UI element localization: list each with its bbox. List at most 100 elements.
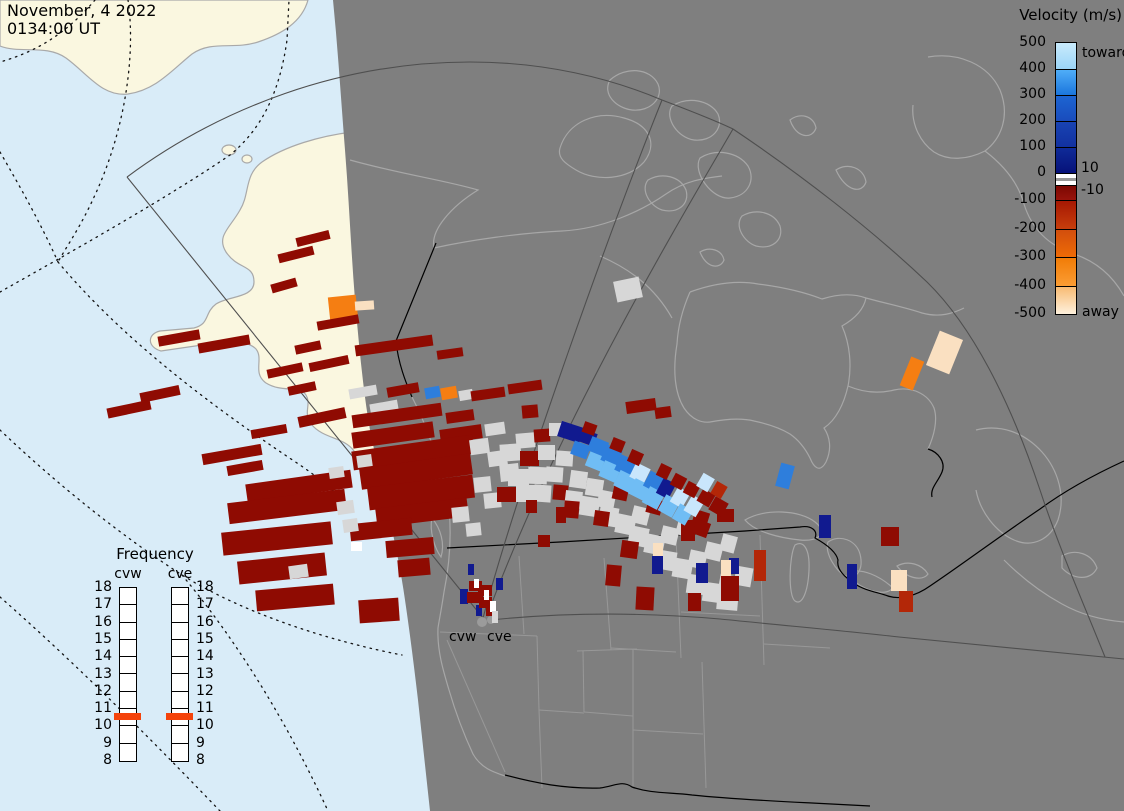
- data-cell: [277, 245, 315, 264]
- data-cell: [297, 407, 347, 428]
- timestamp: November, 4 2022 0134:00 UT: [7, 2, 156, 38]
- night-terminator-region: [333, 0, 1124, 811]
- velocity-tick: 300: [1019, 86, 1046, 102]
- frequency-scale-cell: [120, 692, 136, 710]
- frequency-scale-cve: [171, 587, 189, 762]
- data-cell: [545, 466, 564, 483]
- data-cell: [538, 535, 550, 547]
- data-cell: [473, 476, 492, 493]
- baffin-greenland-coast: [927, 55, 1124, 297]
- velocity-colorbar-segment: [1056, 147, 1076, 173]
- data-cell: [349, 517, 413, 542]
- arctic-island: [607, 70, 660, 111]
- velocity-toward-label: toward: [1082, 45, 1124, 61]
- frequency-ticks-right: 18 17 16 15 14 13 12 11 10 9 8: [196, 580, 226, 767]
- velocity-colorbar-segment: [1056, 95, 1076, 121]
- data-cell: [139, 384, 181, 404]
- map-label-cvw: cvw: [449, 629, 477, 645]
- data-cell: [652, 556, 663, 574]
- data-cell: [598, 460, 622, 483]
- data-cell: [397, 557, 431, 578]
- data-cell: [520, 451, 539, 466]
- data-cell: [613, 276, 643, 303]
- velocity-tick: -100: [1014, 191, 1046, 207]
- velocity-tick: -400: [1014, 276, 1046, 293]
- data-cell: [581, 421, 598, 436]
- velocity-colorbar-zero-band: [1056, 173, 1076, 185]
- velocity-tick: 500: [1019, 34, 1046, 50]
- data-cell: [294, 340, 322, 355]
- arctic-island: [699, 248, 725, 267]
- data-cell: [484, 590, 489, 600]
- data-cell: [521, 404, 539, 419]
- data-cell: [653, 543, 663, 556]
- data-cell: [492, 611, 498, 623]
- data-cell: [596, 489, 617, 510]
- velocity-ticks-lower: -100 -200 -300 -400 -500: [1004, 42, 1050, 320]
- data-cell: [197, 334, 251, 354]
- frequency-tick: 15: [196, 630, 214, 647]
- bering-island: [241, 154, 253, 164]
- frequency-tick: 12: [94, 682, 112, 699]
- data-cell: [568, 469, 589, 490]
- data-cell: [719, 533, 738, 554]
- frequency-marker-cve: [166, 713, 193, 720]
- data-cell: [819, 515, 831, 538]
- frequency-scale-cell: [172, 674, 188, 692]
- frequency-scale-cell: [120, 709, 136, 727]
- data-cell: [270, 277, 298, 294]
- frequency-tick: 10: [196, 717, 214, 734]
- data-cell: [710, 480, 728, 500]
- data-cell: [527, 466, 548, 485]
- arctic-island: [558, 114, 652, 179]
- data-cell: [157, 329, 201, 347]
- frequency-tick: 14: [94, 648, 112, 665]
- frequency-tick: 18: [94, 579, 112, 595]
- arctic-island: [644, 175, 688, 212]
- data-cell: [557, 420, 584, 444]
- data-cell: [729, 558, 739, 574]
- data-cell: [358, 597, 400, 624]
- frequency-scale-cell: [120, 623, 136, 640]
- velocity-ticks-upper: 500 400 300 200 100 0: [1004, 35, 1050, 313]
- frequency-scale-cell: [120, 588, 136, 606]
- data-cell: [266, 362, 304, 379]
- data-cell: [351, 402, 443, 429]
- data-cell: [255, 583, 335, 612]
- great-lake-michigan: [789, 543, 810, 603]
- velocity-tick: -300: [1014, 248, 1046, 264]
- data-cell: [465, 522, 482, 537]
- data-cell: [288, 563, 309, 580]
- data-cell: [526, 500, 537, 513]
- hudson-bay-outline: [674, 291, 867, 469]
- frequency-scale-cell: [172, 605, 188, 623]
- data-cell: [721, 576, 739, 601]
- data-cell: [584, 451, 607, 472]
- data-cell: [201, 443, 263, 466]
- velocity-plus10-label: 10: [1081, 160, 1099, 176]
- data-cell: [507, 379, 543, 395]
- frequency-tick: 13: [196, 665, 214, 682]
- data-cell: [424, 385, 441, 400]
- data-cell: [586, 436, 610, 457]
- frequency-tick: 10: [94, 717, 112, 734]
- velocity-tick: 200: [1019, 112, 1046, 128]
- data-cell: [359, 453, 473, 490]
- fov-inner-edge-2: [486, 128, 734, 617]
- data-cell: [655, 463, 673, 480]
- frequency-legend-title: Frequency: [116, 545, 194, 563]
- frequency-scale-cell: [172, 744, 188, 761]
- data-cell: [497, 487, 516, 502]
- data-cell: [327, 294, 359, 322]
- velocity-colorbar-segment: [1056, 285, 1076, 314]
- frequency-tick: 15: [94, 630, 112, 647]
- chukotka-landmass: [0, 0, 309, 95]
- frequency-scale-cell: [120, 605, 136, 623]
- data-cell: [696, 563, 708, 583]
- frequency-scale-cell: [172, 709, 188, 727]
- velocity-minus10-label: -10: [1081, 182, 1104, 198]
- frequency-scale-cell: [120, 674, 136, 692]
- data-cell: [348, 384, 378, 400]
- data-cell: [847, 564, 857, 589]
